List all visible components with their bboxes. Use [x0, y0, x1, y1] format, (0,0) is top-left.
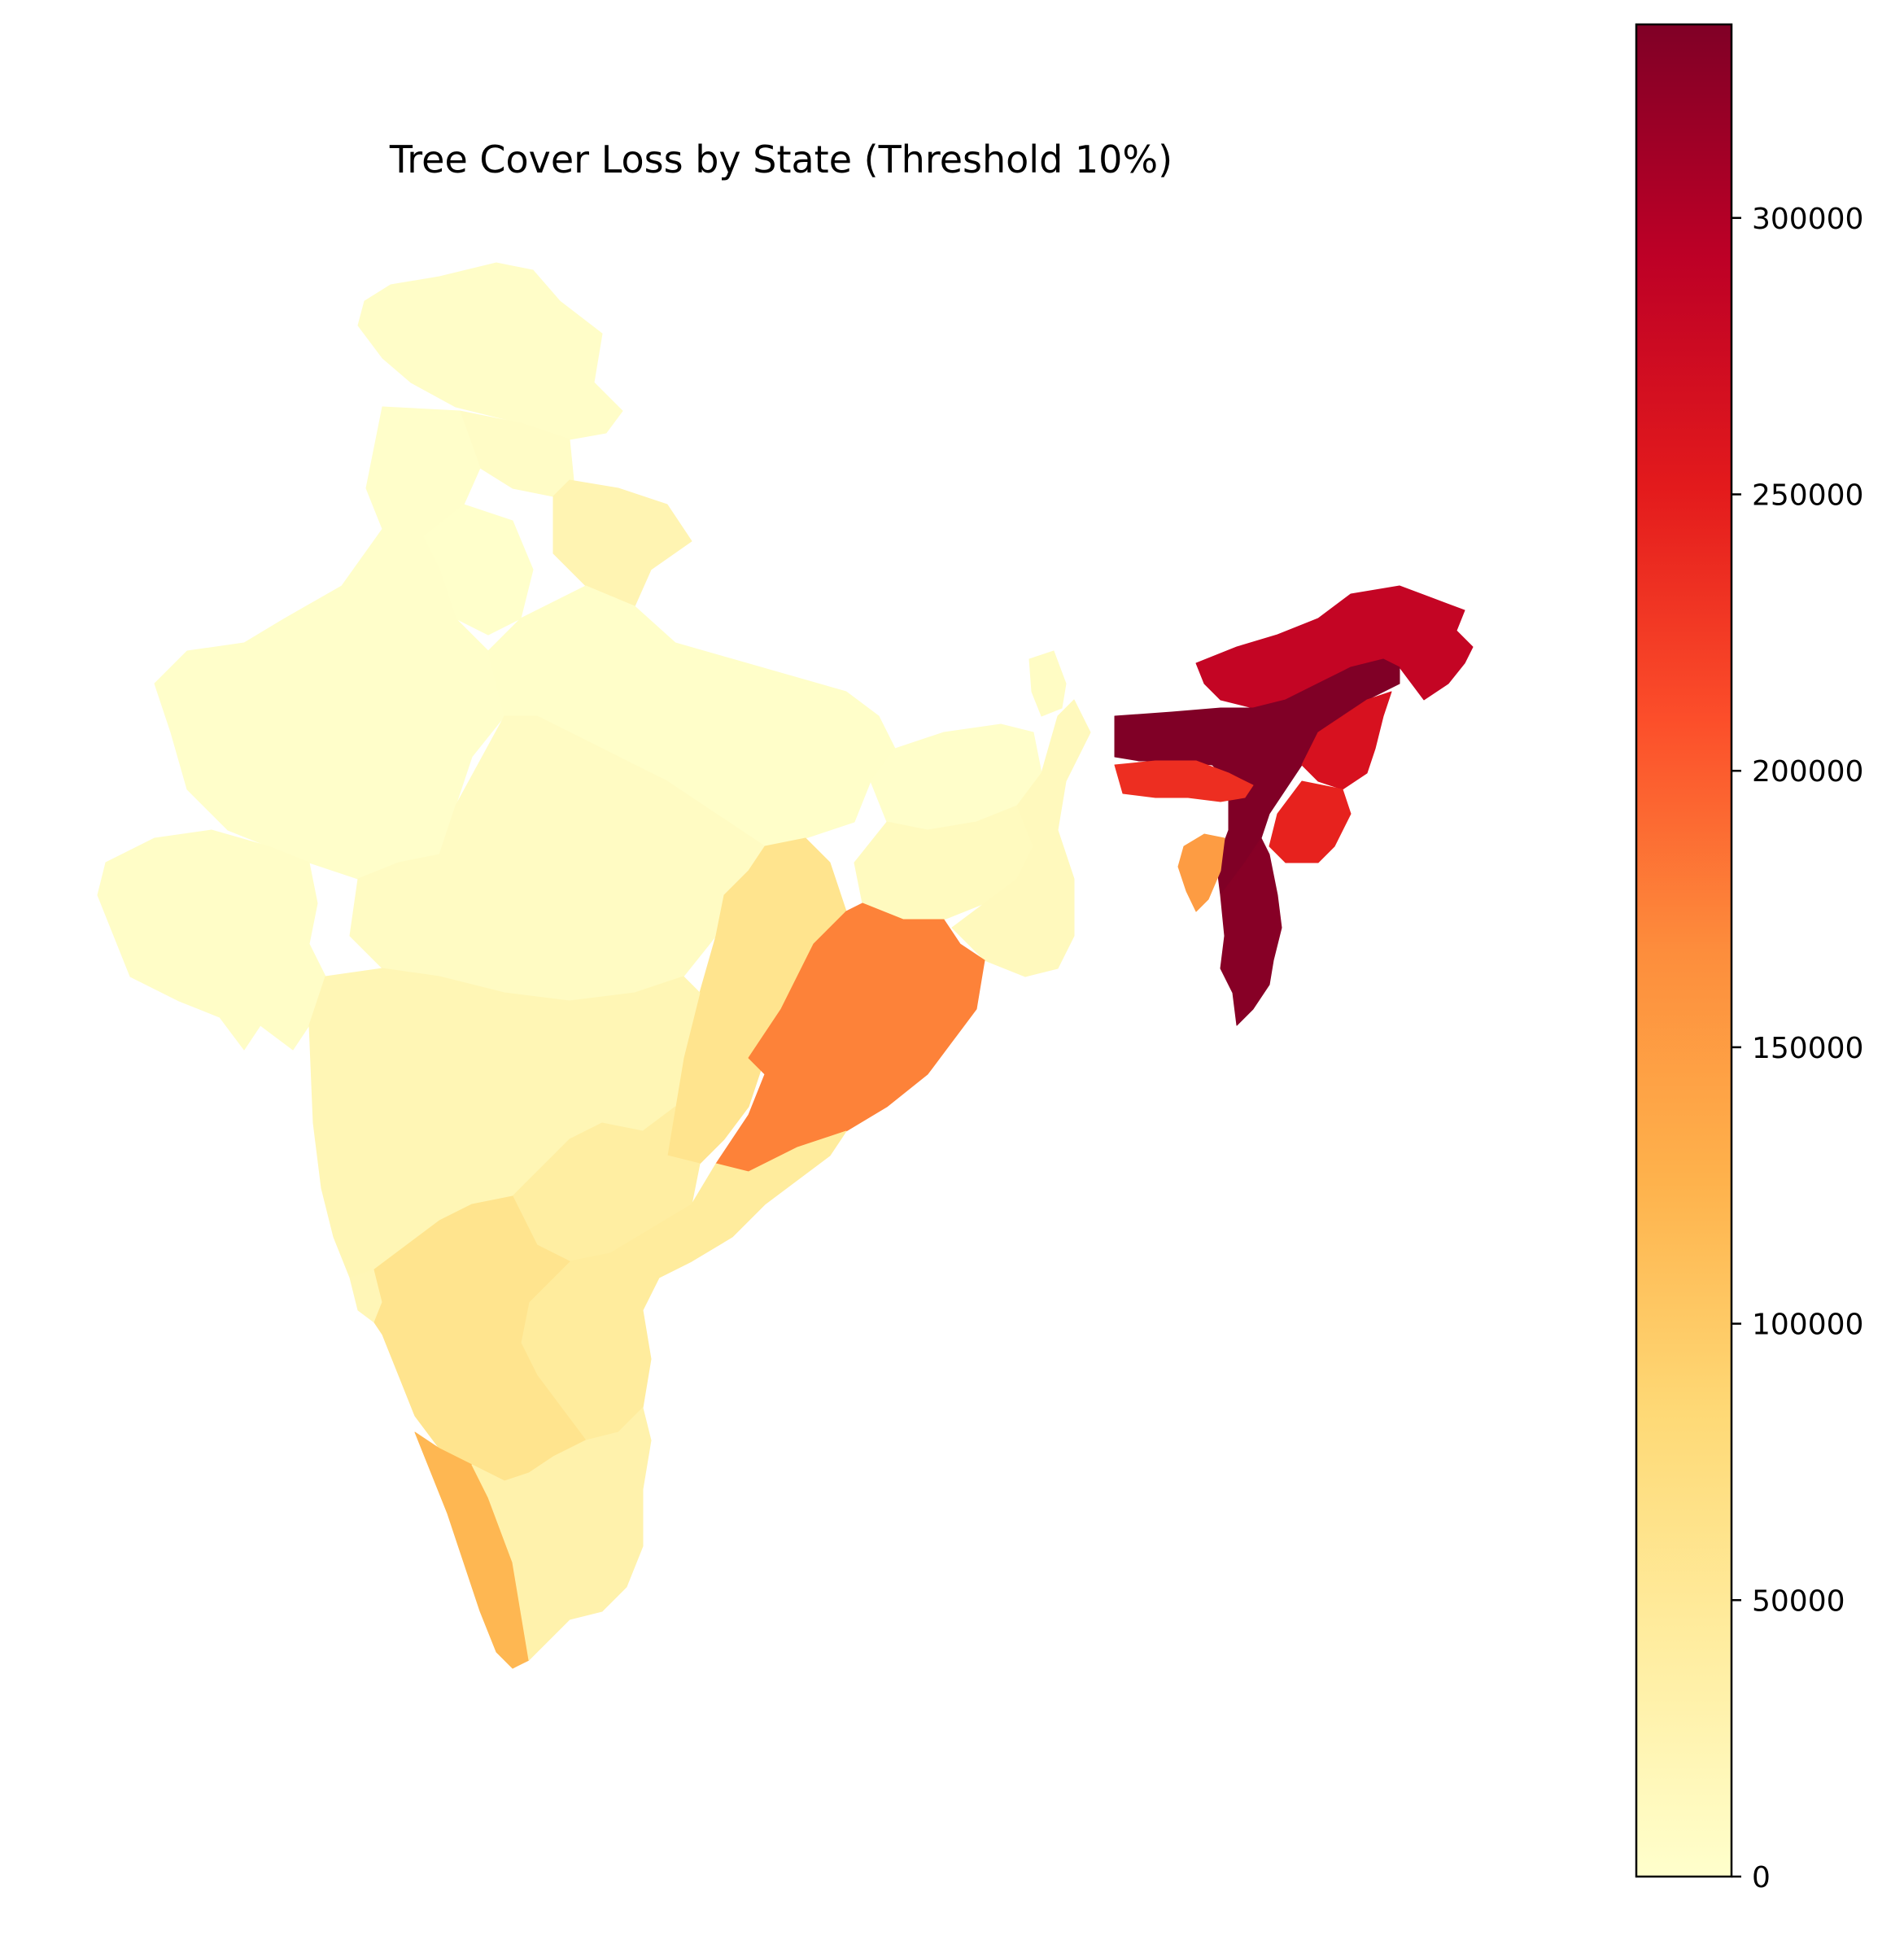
- region-gujarat: [97, 829, 326, 1051]
- chart-title: Tree Cover Loss by State (Threshold 10%): [389, 138, 1173, 181]
- colorbar-frame: [1635, 23, 1733, 1878]
- region-uttarakhand: [552, 479, 692, 607]
- region-sikkim: [1028, 650, 1067, 717]
- colorbar: 0 50000 100000 150000 200000 250000 300000: [1635, 23, 1863, 1894]
- region-karnataka: [373, 1195, 587, 1482]
- colorbar-gradient: [1636, 24, 1732, 1877]
- region-manipur: [1269, 780, 1352, 863]
- region-nagaland: [1301, 691, 1392, 790]
- region-tamil-nadu: [471, 1407, 652, 1661]
- state-map: [97, 262, 1474, 1669]
- region-meghalaya: [1114, 760, 1254, 802]
- colorbar-tick-label: 0: [1752, 1861, 1771, 1894]
- region-west-bengal: [951, 699, 1091, 977]
- colorbar-tick-label: 150000: [1752, 1032, 1863, 1065]
- region-rajasthan: [154, 528, 505, 880]
- region-mizoram: [1220, 837, 1282, 1026]
- colorbar-tick-label: 300000: [1752, 203, 1863, 236]
- colorbar-tick-label: 200000: [1752, 755, 1863, 789]
- colorbar-tick-label: 50000: [1752, 1584, 1845, 1618]
- colorbar-tick-label: 100000: [1752, 1309, 1863, 1342]
- colorbar-tick-label: 250000: [1752, 479, 1863, 512]
- colorbar-ticks: 0 50000 100000 150000 200000 250000 300000: [1732, 203, 1863, 1894]
- region-tripura: [1177, 833, 1225, 912]
